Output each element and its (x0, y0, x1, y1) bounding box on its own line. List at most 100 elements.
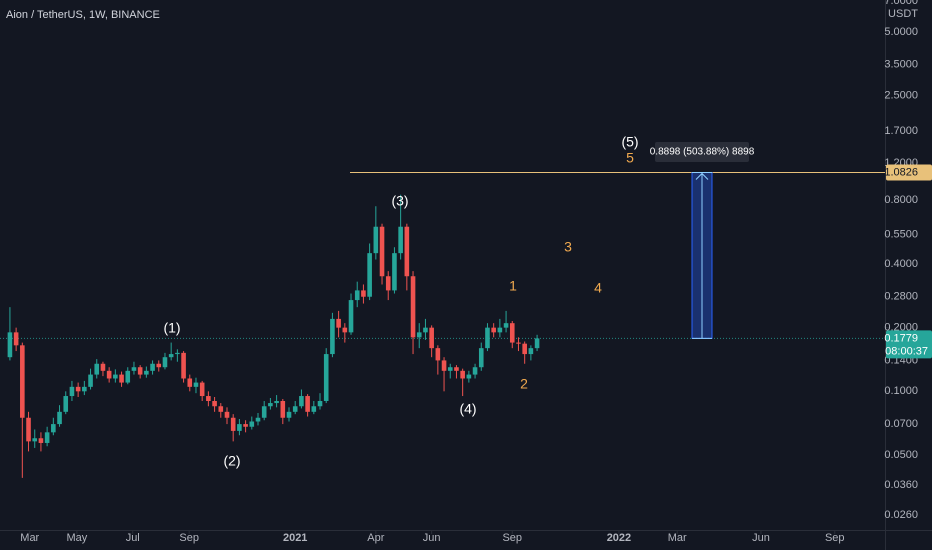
candle-body (237, 424, 242, 431)
candle-body (410, 276, 416, 338)
y-tick-label: 0.0500 (884, 449, 918, 461)
last-price-label: 0.1779 (884, 332, 918, 344)
candle-body (503, 323, 509, 328)
x-tick-label: Sep (825, 532, 845, 544)
candle-body (485, 327, 490, 349)
candle-body (373, 226, 379, 254)
candle-body (162, 357, 168, 368)
candle-body (404, 226, 410, 277)
y-tick-label: 0.1000 (884, 385, 918, 397)
x-tick-label: Jun (752, 532, 770, 544)
y-tick-label: 3.5000 (884, 59, 918, 71)
candle-body (497, 327, 503, 333)
y-tick-label: 0.0260 (884, 509, 918, 521)
y-tick-label: 2.5000 (884, 90, 918, 102)
alt-wave-label: 2 (520, 376, 528, 392)
candle-body (131, 367, 137, 371)
candle-body (20, 345, 25, 418)
candle-body (224, 411, 230, 418)
candle-body (317, 401, 323, 407)
candle-body (323, 354, 329, 402)
y-tick-label: 1.7000 (884, 125, 918, 137)
candle-body (168, 354, 174, 358)
candle-body (88, 374, 93, 387)
y-tick-label: 0.8000 (884, 194, 918, 206)
candle-body (398, 226, 403, 254)
candle-body (249, 421, 255, 427)
measure-arrowhead (695, 172, 709, 180)
candle-body (466, 374, 472, 379)
candle-body (106, 370, 112, 379)
measure-label: 0.8898 (503.88%) 8898 (650, 147, 755, 158)
candle-body (26, 417, 31, 442)
candle-body (385, 276, 391, 291)
x-tick-label: Mar (20, 532, 39, 544)
y-tick-label: 0.4000 (884, 258, 918, 270)
alt-wave-label: 5 (626, 150, 634, 166)
candle-body (416, 332, 422, 338)
candle-body (181, 352, 186, 379)
candle-body (150, 363, 155, 371)
candle-body (187, 378, 193, 387)
candle-body (13, 332, 19, 346)
y-tick-label: 0.2800 (884, 291, 918, 303)
wave-label: (4) (459, 401, 476, 417)
candle-body (286, 411, 292, 418)
candle-body (330, 318, 335, 355)
candle-body (478, 348, 484, 368)
candle-body (82, 386, 87, 392)
candle-body (429, 327, 434, 349)
candle-body (261, 406, 267, 418)
candle-body (69, 386, 75, 397)
candle-body (7, 332, 13, 358)
candle-body (460, 370, 465, 379)
y-tick-label: 0.0700 (884, 418, 918, 430)
candle-body (243, 424, 248, 427)
candle-body (441, 360, 447, 371)
candle-body (144, 370, 149, 375)
x-tick-label: Apr (367, 532, 384, 544)
candle-body (100, 363, 106, 371)
candle-body (230, 417, 236, 431)
candle-body (51, 424, 56, 433)
candle-body (125, 370, 131, 383)
currency-label: USDT (888, 8, 918, 20)
candle-body (348, 300, 354, 333)
alt-wave-label: 1 (509, 278, 517, 294)
candle-body (212, 401, 217, 407)
wave-label: (3) (391, 193, 408, 209)
wave-label: (5) (621, 134, 638, 150)
x-tick-label: 2022 (607, 532, 631, 544)
candle-body (516, 342, 521, 344)
candle-body (75, 386, 81, 392)
candle-body (361, 290, 366, 297)
x-tick-label: Sep (502, 532, 522, 544)
level-badge-label: 1.0826 (884, 166, 918, 178)
candle-body (534, 338, 540, 349)
candle-body (509, 323, 515, 343)
y-tick-label: 7.0000 (884, 0, 918, 7)
candle-body (522, 343, 527, 355)
candle-body (392, 253, 397, 291)
candle-body (206, 396, 211, 402)
x-tick-label: Jun (423, 532, 441, 544)
candle-body (379, 226, 385, 277)
candle-body (255, 417, 261, 422)
measure-label-bg (655, 142, 749, 162)
chart-title: Aion / TetherUS, 1W, BINANCE (6, 9, 160, 21)
candle-body (137, 367, 143, 375)
alt-wave-label: 4 (594, 280, 602, 296)
candle-body (268, 403, 273, 407)
candle-body (528, 348, 534, 355)
candle-body (32, 438, 38, 442)
candle-body (218, 406, 224, 412)
candle-body (274, 401, 279, 404)
x-tick-label: 2021 (283, 532, 307, 544)
last-price-badge (886, 330, 932, 359)
candle-body (447, 367, 453, 371)
candle-body (38, 438, 44, 443)
candle-body (63, 396, 69, 412)
x-tick-label: Sep (179, 532, 199, 544)
alt-wave-label: 3 (564, 239, 572, 255)
